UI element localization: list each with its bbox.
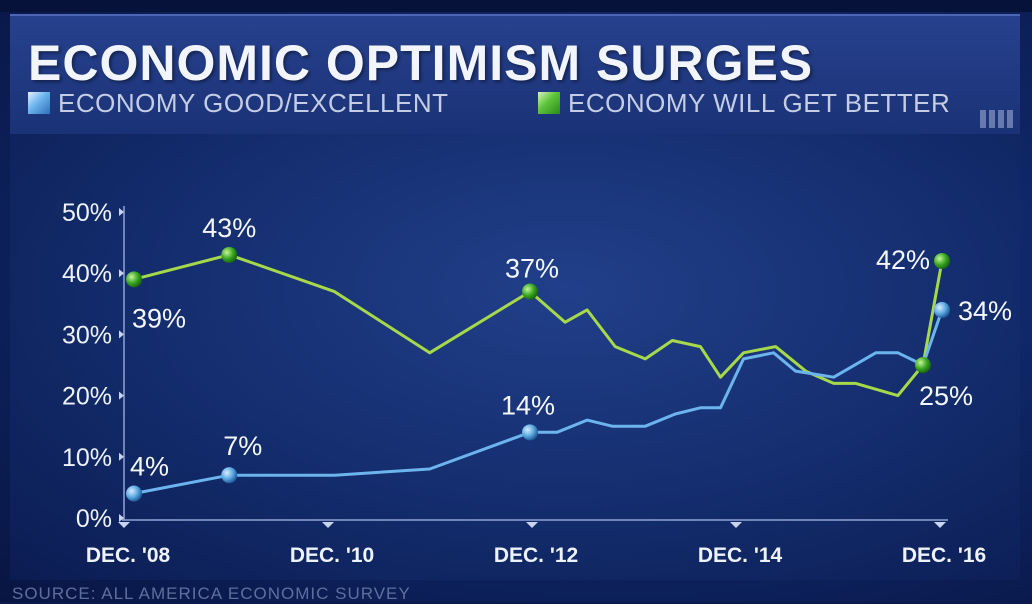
y-tick-label: 40% xyxy=(62,260,112,288)
y-tick-mark xyxy=(119,391,124,400)
x-tick-label: DEC. '12 xyxy=(494,544,578,567)
series-line-economy-better xyxy=(133,253,944,398)
y-tick-label: 50% xyxy=(62,199,112,227)
x-tick-mark xyxy=(322,522,334,528)
y-tick-mark xyxy=(119,330,124,339)
series-line-economy-good xyxy=(133,309,944,495)
y-tick-mark xyxy=(119,452,124,461)
data-label: 34% xyxy=(958,296,1012,326)
legend-item-economy-good: ECONOMY GOOD/EXCELLENT xyxy=(28,88,449,118)
y-tick-mark xyxy=(119,514,124,522)
data-markers xyxy=(126,246,950,502)
x-tick-mark xyxy=(934,522,946,528)
data-point-marker xyxy=(914,357,931,373)
legend-label-economy-good: ECONOMY GOOD/EXCELLENT xyxy=(58,87,449,118)
data-point-marker xyxy=(521,283,538,300)
data-label: 39% xyxy=(132,303,186,333)
y-tick-label: 10% xyxy=(62,444,112,472)
y-tick-label: 20% xyxy=(62,383,112,411)
data-labels: 4% 7% 14% 34% 39% 43% 37% 25% 42% xyxy=(130,213,1012,482)
data-point-marker xyxy=(221,246,238,263)
y-tick-label: 0% xyxy=(76,505,112,533)
y-tick-mark xyxy=(119,208,124,216)
data-point-marker xyxy=(934,301,950,318)
data-point-marker xyxy=(934,252,950,269)
x-tick-mark xyxy=(526,522,538,528)
data-point-marker xyxy=(126,485,142,502)
data-label: 42% xyxy=(876,245,930,275)
x-tick-label: DEC. '08 xyxy=(86,544,171,567)
data-label: 37% xyxy=(505,254,559,284)
series-lines xyxy=(133,253,944,495)
data-point-marker xyxy=(221,467,238,484)
data-point-marker xyxy=(521,424,538,441)
x-tick-mark xyxy=(730,522,742,528)
source-note: SOURCE: ALL AMERICA ECONOMIC SURVEY xyxy=(12,584,411,603)
legend-swatch-green xyxy=(538,92,560,114)
data-label: 7% xyxy=(223,431,262,461)
data-point-marker xyxy=(126,271,142,288)
legend-item-economy-better: ECONOMY WILL GET BETTER xyxy=(538,88,950,118)
top-stripe xyxy=(0,0,1032,12)
legend-label-economy-better: ECONOMY WILL GET BETTER xyxy=(568,87,951,118)
data-label: 14% xyxy=(501,390,555,420)
x-tick-label: DEC. '14 xyxy=(698,544,783,567)
x-tick-label: DEC. '10 xyxy=(290,544,374,567)
data-label: 43% xyxy=(202,213,256,243)
legend-swatch-blue xyxy=(28,92,50,114)
network-logo-icon xyxy=(980,110,1016,128)
x-tick-mark xyxy=(118,522,130,528)
chart-panel xyxy=(10,134,1020,580)
data-label: 4% xyxy=(130,452,169,482)
y-tick-mark xyxy=(119,269,124,278)
data-label: 25% xyxy=(919,381,973,411)
x-tick-label: DEC. '16 xyxy=(902,544,986,567)
header-banner xyxy=(10,14,1020,134)
chart-title: ECONOMIC OPTIMISM SURGES xyxy=(28,35,814,91)
y-tick-label: 30% xyxy=(62,321,112,349)
axes: 0% 10% 20% 30% 40% 50% DEC. '08 DEC. '10 DEC. '1… xyxy=(62,199,986,567)
